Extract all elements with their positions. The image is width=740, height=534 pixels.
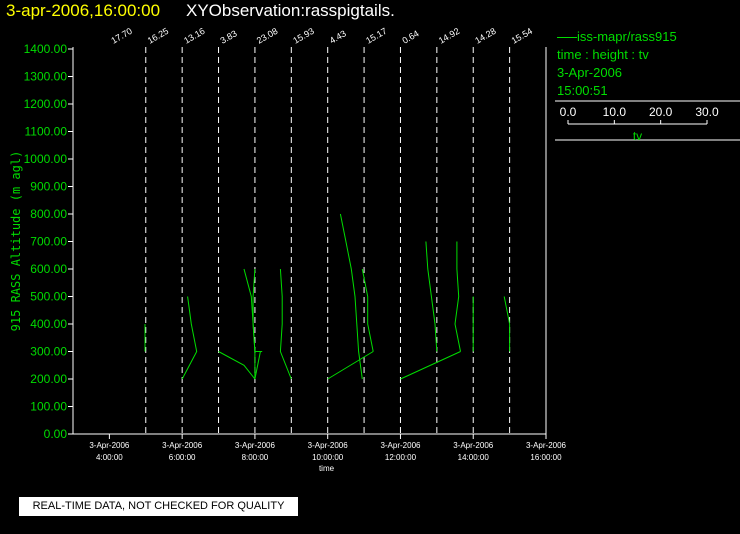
series-line xyxy=(218,351,256,380)
profile-base-label: 0.64 xyxy=(400,28,420,45)
y-tick-label: 200.00 xyxy=(30,372,67,386)
legend-variables: time : height : tv xyxy=(557,47,649,62)
x-tick-date-label: 3-Apr-2006 xyxy=(89,441,130,450)
legend-scale-tick-label: 10.0 xyxy=(603,105,627,119)
y-tick-label: 1100.00 xyxy=(25,125,68,139)
y-tick-label: 400.00 xyxy=(30,317,67,331)
y-tick-label: 700.00 xyxy=(30,235,67,249)
series-line xyxy=(181,296,198,380)
profile-base-label: 15.93 xyxy=(291,26,316,46)
chart-date-time: 3-apr-2006,16:00:00 xyxy=(6,1,161,20)
x-tick-date-label: 3-Apr-2006 xyxy=(380,441,421,450)
series-line xyxy=(254,351,261,380)
profile-base-label: 14.92 xyxy=(437,26,462,46)
y-tick-label: 1200.00 xyxy=(24,97,68,111)
chart-observation-title: XYObservation:rasspigtails. xyxy=(186,1,395,20)
profile-base-label: 16.25 xyxy=(146,26,171,46)
profile-base-label: 13.16 xyxy=(182,26,207,46)
legend-scale-tick-label: 30.0 xyxy=(695,105,719,119)
legend-series: iss-mapr/rass915 xyxy=(557,29,677,45)
legend-scale-tick-label: 0.0 xyxy=(560,105,577,119)
profile-base-label: 17.70 xyxy=(109,26,134,46)
x-tick-date-label: 3-Apr-2006 xyxy=(453,441,494,450)
y-tick-label: 1000.00 xyxy=(24,152,68,166)
series-line xyxy=(454,241,461,352)
series-line xyxy=(339,213,363,380)
x-tick-date-label: 3-Apr-2006 xyxy=(526,441,567,450)
legend-scale-label: tv xyxy=(633,129,642,143)
legend-date: 3-Apr-2006 xyxy=(557,65,623,80)
series-line xyxy=(361,268,374,352)
x-axis-label: time xyxy=(319,464,335,473)
y-tick-label: 600.00 xyxy=(30,262,67,276)
profile-base-label: 23.08 xyxy=(255,26,280,46)
series-line xyxy=(279,268,292,380)
legend-scale-tick-label: 20.0 xyxy=(649,105,673,119)
x-tick-time-label: 8:00:00 xyxy=(242,453,269,462)
profile-base-label: 15.54 xyxy=(510,26,535,46)
profile-base-label: 3.83 xyxy=(219,28,239,45)
series-line xyxy=(252,268,263,352)
series-line xyxy=(425,241,438,352)
y-axis-label: 915 RASS Altitude (m agl) xyxy=(9,151,23,332)
y-tick-label: 800.00 xyxy=(30,207,67,221)
y-tick-label: 1300.00 xyxy=(24,70,68,84)
x-tick-date-label: 3-Apr-2006 xyxy=(308,441,349,450)
x-tick-time-label: 12:00:00 xyxy=(385,453,417,462)
x-tick-time-label: 4:00:00 xyxy=(96,453,123,462)
y-tick-label: 300.00 xyxy=(30,345,67,359)
legend-swatch xyxy=(557,37,577,39)
y-tick-label: 0.00 xyxy=(44,427,68,441)
series-line xyxy=(400,351,461,380)
quality-notice: REAL-TIME DATA, NOT CHECKED FOR QUALITY xyxy=(19,497,298,516)
series-line xyxy=(503,296,511,352)
y-tick-label: 1400.00 xyxy=(24,42,68,56)
x-tick-time-label: 6:00:00 xyxy=(169,453,196,462)
x-tick-date-label: 3-Apr-2006 xyxy=(162,441,203,450)
legend-time: 15:00:51 xyxy=(557,83,608,98)
profile-base-label: 4.43 xyxy=(328,28,348,45)
profile-base-label: 15.17 xyxy=(364,26,389,46)
series-line xyxy=(327,351,374,380)
legend-series-label: iss-mapr/rass915 xyxy=(577,29,677,44)
y-tick-label: 900.00 xyxy=(30,180,67,194)
y-tick-label: 100.00 xyxy=(30,400,67,414)
x-tick-time-label: 16:00:00 xyxy=(530,453,562,462)
profile-base-label: 14.28 xyxy=(473,26,498,46)
x-tick-date-label: 3-Apr-2006 xyxy=(235,441,276,450)
x-tick-time-label: 10:00:00 xyxy=(312,453,344,462)
y-tick-label: 500.00 xyxy=(30,290,67,304)
x-tick-time-label: 14:00:00 xyxy=(458,453,490,462)
